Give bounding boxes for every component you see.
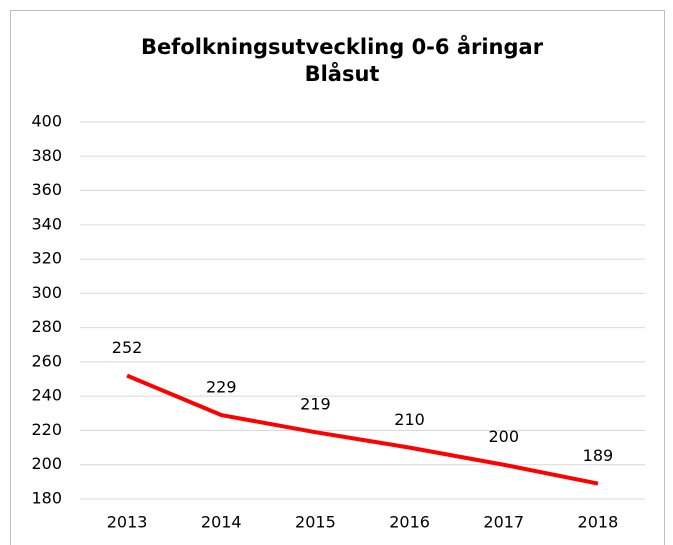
data-label: 210 bbox=[394, 410, 425, 429]
y-tick-label: 240 bbox=[31, 386, 62, 405]
data-label: 189 bbox=[583, 446, 614, 465]
data-label: 200 bbox=[488, 427, 519, 446]
data-label: 252 bbox=[112, 338, 143, 357]
y-tick-label: 360 bbox=[31, 180, 62, 199]
x-tick-label: 2016 bbox=[389, 513, 430, 532]
x-tick-label: 2013 bbox=[107, 513, 148, 532]
y-tick-label: 260 bbox=[31, 351, 62, 370]
x-tick-label: 2015 bbox=[295, 513, 336, 532]
data-line bbox=[126, 373, 599, 486]
y-tick-label: 340 bbox=[31, 214, 62, 233]
y-tick-label: 320 bbox=[31, 249, 62, 268]
y-tick-label: 300 bbox=[31, 283, 62, 302]
x-tick-label: 2017 bbox=[483, 513, 524, 532]
y-tick-label: 180 bbox=[31, 489, 62, 508]
x-tick-label: 2014 bbox=[201, 513, 242, 532]
y-tick-label: 220 bbox=[31, 420, 62, 439]
y-tick-label: 400 bbox=[31, 112, 62, 131]
y-tick-label: 280 bbox=[31, 317, 62, 336]
chart-frame bbox=[10, 10, 665, 545]
chart-title: Befolkningsutveckling 0-6 åringar bbox=[141, 34, 544, 59]
chart-title: Blåsut bbox=[305, 61, 380, 86]
y-tick-label: 200 bbox=[31, 454, 62, 473]
data-label: 229 bbox=[206, 378, 237, 397]
y-tick-label: 380 bbox=[31, 146, 62, 165]
x-tick-label: 2018 bbox=[578, 513, 619, 532]
data-label: 219 bbox=[300, 395, 331, 414]
